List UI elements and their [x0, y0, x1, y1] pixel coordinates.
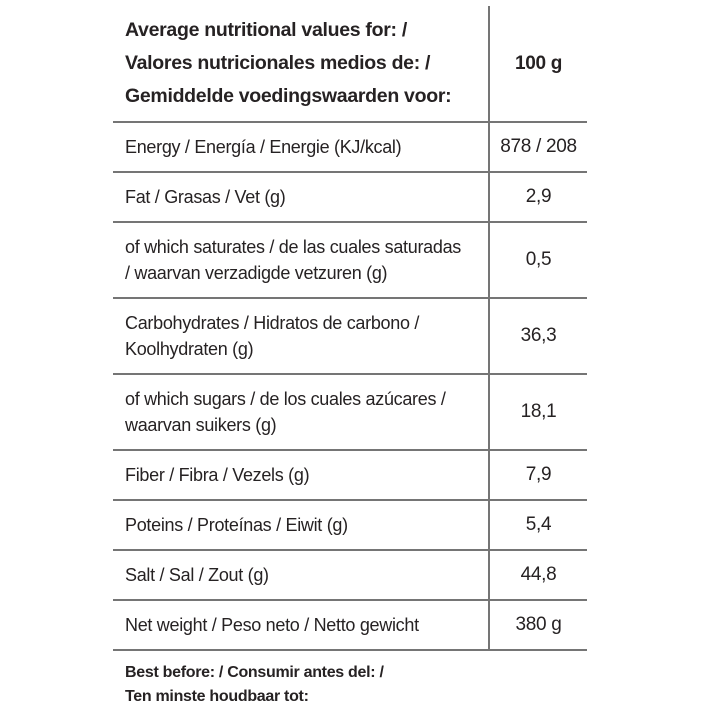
- row-value: 0,5: [488, 223, 587, 297]
- best-before-note: Best before: / Consumir antes del: / Ten…: [125, 664, 384, 705]
- row-label: Fat / Grasas / Vet (g): [125, 187, 286, 207]
- table-row-saturates: of which saturates / de las cuales satur…: [113, 223, 587, 299]
- row-label: Fiber / Fibra / Vezels (g): [125, 465, 310, 485]
- row-label: Carbohydrates / Hidratos de carbono / Ko…: [125, 313, 420, 359]
- row-label: Energy / Energía / Energie (KJ/kcal): [125, 137, 402, 157]
- nutrition-label: Average nutritional values for: / Valore…: [113, 6, 587, 709]
- table-header-row: Average nutritional values for: / Valore…: [113, 6, 587, 123]
- table-row-proteins: Poteins / Proteínas / Eiwit (g) 5,4: [113, 501, 587, 551]
- row-value: 5,4: [488, 501, 587, 549]
- row-value: 36,3: [488, 299, 587, 373]
- header-title: Average nutritional values for: / Valore…: [125, 19, 452, 107]
- row-label: of which saturates / de las cuales satur…: [125, 237, 461, 283]
- row-value: 18,1: [488, 375, 587, 449]
- table-row-carbohydrates: Carbohydrates / Hidratos de carbono / Ko…: [113, 299, 587, 375]
- table-row-net-weight: Net weight / Peso neto / Netto gewicht 3…: [113, 601, 587, 651]
- row-value: 2,9: [488, 173, 587, 221]
- row-value: 380 g: [488, 601, 587, 649]
- header-serving-size: 100 g: [488, 6, 587, 121]
- row-value: 7,9: [488, 451, 587, 499]
- row-value: 44,8: [488, 551, 587, 599]
- table-row-fat: Fat / Grasas / Vet (g) 2,9: [113, 173, 587, 223]
- row-label: Net weight / Peso neto / Netto gewicht: [125, 615, 419, 635]
- row-label: Salt / Sal / Zout (g): [125, 565, 269, 585]
- row-value: 878 / 208: [488, 123, 587, 171]
- table-row-sugars: of which sugars / de los cuales azúcares…: [113, 375, 587, 451]
- nutrition-table: Average nutritional values for: / Valore…: [113, 6, 587, 651]
- table-row-salt: Salt / Sal / Zout (g) 44,8: [113, 551, 587, 601]
- row-label: Poteins / Proteínas / Eiwit (g): [125, 515, 348, 535]
- table-row-fiber: Fiber / Fibra / Vezels (g) 7,9: [113, 451, 587, 501]
- row-label: of which sugars / de los cuales azúcares…: [125, 389, 446, 435]
- table-row-energy: Energy / Energía / Energie (KJ/kcal) 878…: [113, 123, 587, 173]
